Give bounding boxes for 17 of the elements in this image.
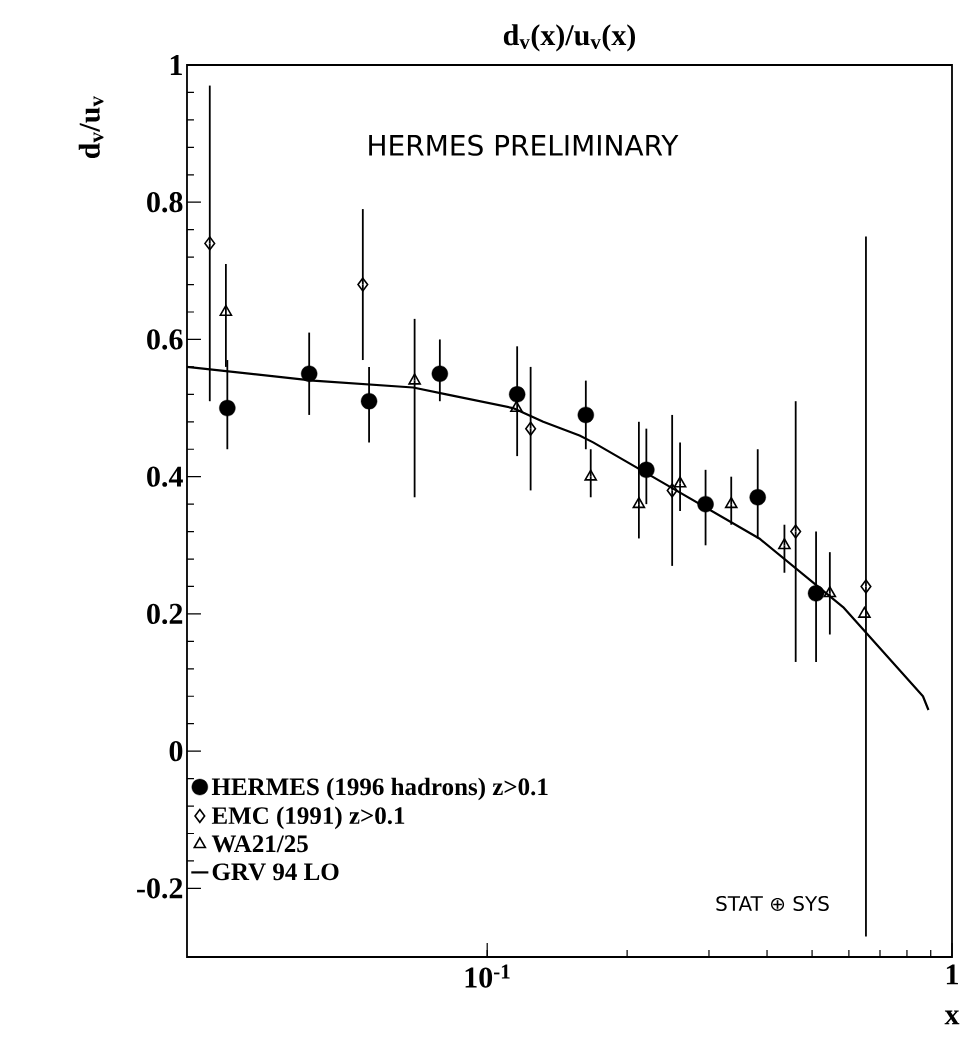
y-tick-label: 0.2 bbox=[147, 603, 183, 625]
y-tick-label: 0.4 bbox=[147, 466, 183, 487]
legend-label: HERMES (1996 hadrons) z>0.1 bbox=[211, 777, 548, 801]
legend-label: GRV 94 LO bbox=[212, 863, 339, 881]
legend-label: EMC (1991) z>0.1 bbox=[211, 806, 405, 830]
y-axis-title: d$_{v}$/u$_{v}$ bbox=[78, 96, 104, 159]
y-tick-label: 0 bbox=[169, 741, 183, 762]
chart-title: d$_{v}$(x)/u$_{v}$(x) bbox=[503, 24, 636, 52]
y-tick-label: 0.6 bbox=[147, 329, 183, 350]
x-tick-label: 10$^{-1}$ bbox=[465, 964, 510, 988]
annotation: HERMES PRELIMINARY bbox=[369, 134, 679, 156]
x-axis-title: x bbox=[944, 1010, 960, 1025]
y-tick-label: -0.2 bbox=[137, 878, 183, 899]
annotation: STAT ⊕ SYS bbox=[716, 895, 829, 912]
legend-label: WA21/25 bbox=[211, 835, 308, 853]
y-tick-label: 1 bbox=[170, 55, 182, 75]
y-tick-label: 0.8 bbox=[147, 192, 183, 213]
